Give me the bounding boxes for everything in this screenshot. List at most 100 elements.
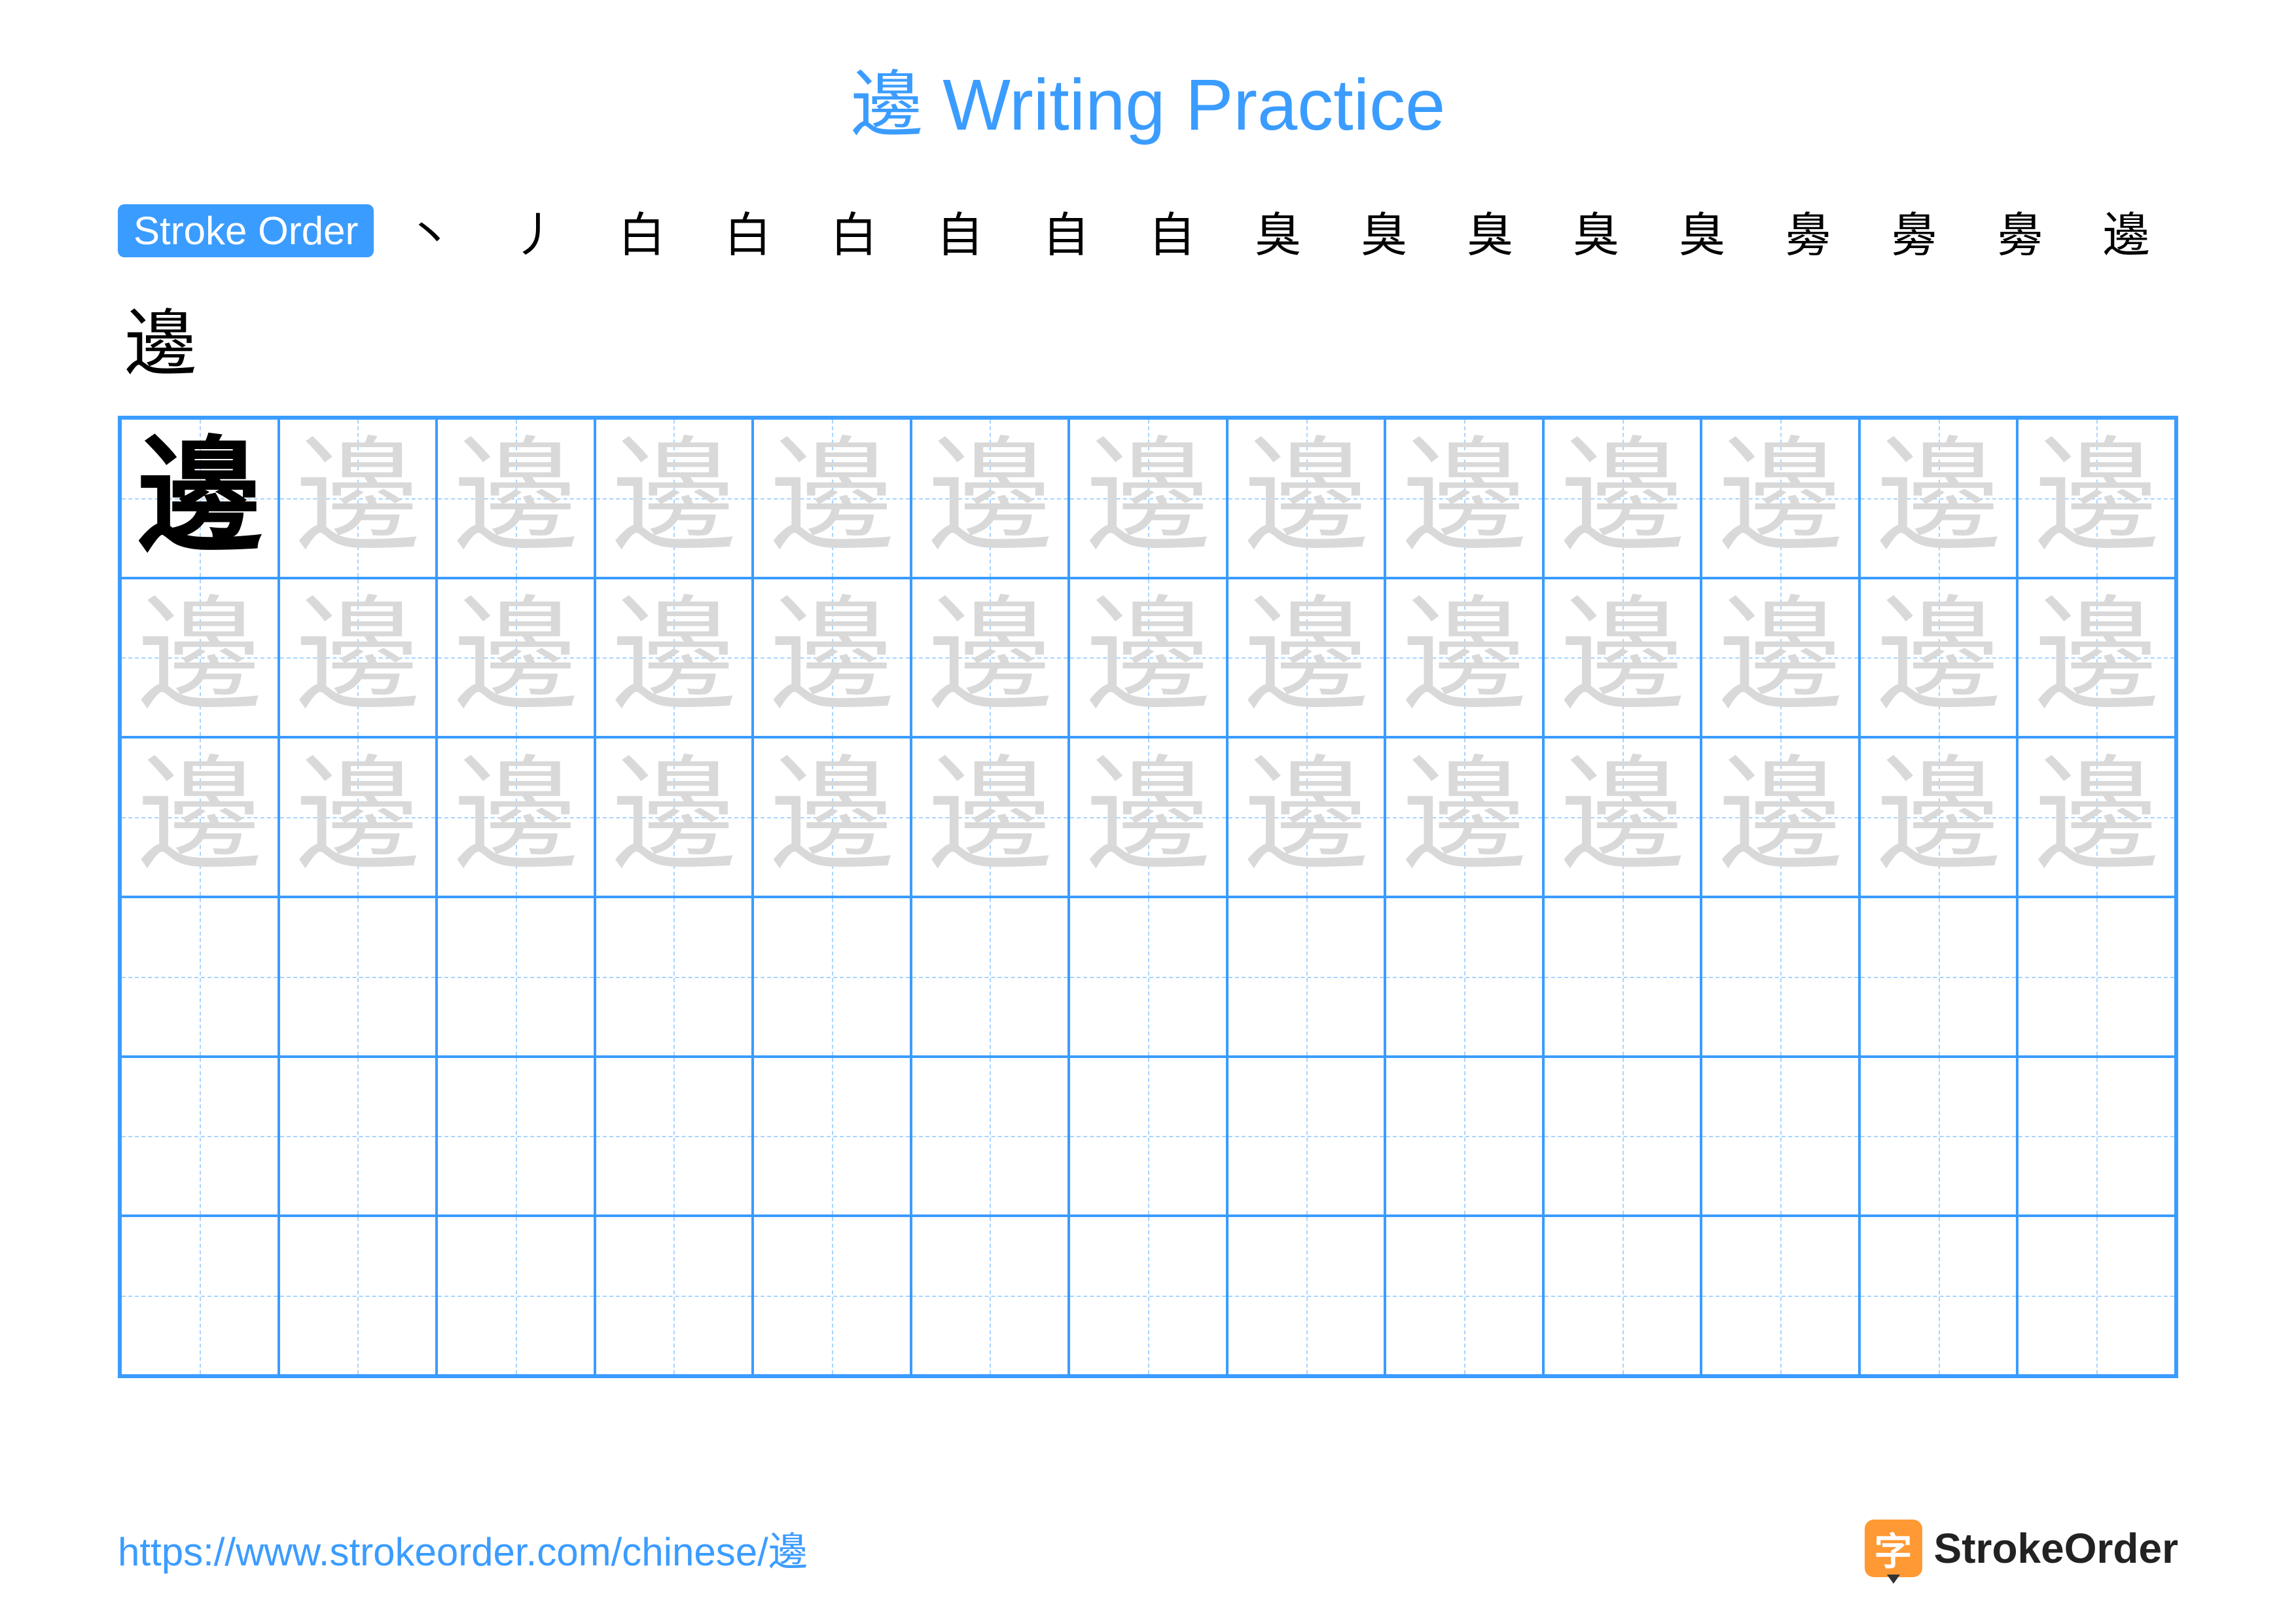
trace-character: 邊 [611, 755, 736, 879]
trace-character: 邊 [1402, 755, 1526, 879]
stroke-step: 臱 [1884, 196, 1943, 265]
grid-cell [1227, 897, 1386, 1057]
trace-character: 邊 [1876, 595, 2001, 720]
grid-cell: 邊 [1701, 578, 1859, 738]
grid-cell: 邊 [1385, 737, 1543, 897]
trace-character: 邊 [295, 755, 420, 879]
grid-cell [595, 897, 753, 1057]
grid-cell: 邊 [911, 418, 1069, 578]
practice-grid: 邊邊邊邊邊邊邊邊邊邊邊邊邊邊邊邊邊邊邊邊邊邊邊邊邊邊邊邊邊邊邊邊邊邊邊邊邊邊邊 [118, 416, 2178, 1378]
stroke-step: 白 [612, 196, 671, 265]
example-character: 邊 [137, 436, 262, 560]
grid-cell [120, 897, 279, 1057]
grid-cell [1385, 1057, 1543, 1216]
trace-character: 邊 [2034, 595, 2159, 720]
overflow-character: 邊 [124, 285, 2178, 390]
grid-cell [2017, 1057, 2176, 1216]
trace-character: 邊 [1876, 755, 2001, 879]
stroke-step: 臱 [1778, 196, 1837, 265]
grid-cell: 邊 [437, 737, 595, 897]
grid-cell [911, 1057, 1069, 1216]
grid-cell: 邊 [1543, 737, 1702, 897]
grid-cell [279, 897, 437, 1057]
grid-cell: 邊 [1227, 578, 1386, 738]
grid-cell: 邊 [437, 578, 595, 738]
grid-cell [1859, 1057, 2018, 1216]
trace-character: 邊 [1086, 755, 1210, 879]
trace-character: 邊 [927, 595, 1052, 720]
grid-cell: 邊 [1543, 578, 1702, 738]
stroke-step: 臭 [1460, 196, 1519, 265]
grid-cell: 邊 [1543, 418, 1702, 578]
grid-cell [911, 897, 1069, 1057]
grid-cell [437, 897, 595, 1057]
grid-cell [1859, 897, 2018, 1057]
grid-cell [1227, 1216, 1386, 1376]
stroke-step: 白 [718, 196, 777, 265]
grid-cell [1227, 1057, 1386, 1216]
footer: https://www.strokeorder.com/chinese/邊 字 … [118, 1520, 2178, 1577]
grid-cell: 邊 [437, 418, 595, 578]
trace-character: 邊 [1718, 436, 1842, 560]
grid-cell [1069, 897, 1227, 1057]
grid-cell [753, 897, 911, 1057]
grid-cell [1069, 1057, 1227, 1216]
grid-cell [911, 1216, 1069, 1376]
grid-cell: 邊 [279, 737, 437, 897]
grid-cell: 邊 [1069, 418, 1227, 578]
trace-character: 邊 [1718, 595, 1842, 720]
grid-cell [1701, 1057, 1859, 1216]
trace-character: 邊 [1560, 436, 1685, 560]
stroke-step: 臭 [1672, 196, 1731, 265]
trace-character: 邊 [454, 436, 578, 560]
grid-cell [120, 1216, 279, 1376]
grid-cell: 邊 [279, 418, 437, 578]
grid-cell [1701, 897, 1859, 1057]
stroke-order-row: Stroke Order 丶丿白白白自自自臭臭臭臭臭臱臱臱邊 [118, 196, 2178, 265]
grid-cell: 邊 [1385, 578, 1543, 738]
logo-text: StrokeOrder [1934, 1524, 2178, 1573]
trace-character: 邊 [1244, 755, 1369, 879]
grid-cell [2017, 1216, 2176, 1376]
grid-cell [279, 1057, 437, 1216]
grid-cell: 邊 [911, 737, 1069, 897]
grid-cell: 邊 [595, 578, 753, 738]
stroke-step: 臭 [1566, 196, 1625, 265]
trace-character: 邊 [1244, 436, 1369, 560]
trace-character: 邊 [611, 595, 736, 720]
grid-cell: 邊 [120, 737, 279, 897]
stroke-step: 丿 [506, 196, 565, 265]
stroke-step: 臭 [1248, 196, 1307, 265]
grid-cell: 邊 [753, 737, 911, 897]
grid-cell: 邊 [595, 737, 753, 897]
grid-cell: 邊 [1069, 737, 1227, 897]
grid-cell: 邊 [753, 418, 911, 578]
grid-cell: 邊 [120, 418, 279, 578]
grid-cell: 邊 [1069, 578, 1227, 738]
grid-cell: 邊 [279, 578, 437, 738]
grid-cell [1543, 1057, 1702, 1216]
trace-character: 邊 [295, 595, 420, 720]
grid-cell: 邊 [1227, 737, 1386, 897]
trace-character: 邊 [454, 595, 578, 720]
grid-cell [437, 1216, 595, 1376]
title-text: Writing Practice [942, 65, 1445, 145]
trace-character: 邊 [137, 595, 262, 720]
trace-character: 邊 [927, 755, 1052, 879]
trace-character: 邊 [1402, 436, 1526, 560]
stroke-step: 自 [930, 196, 989, 265]
trace-character: 邊 [137, 755, 262, 879]
trace-character: 邊 [2034, 755, 2159, 879]
stroke-order-badge: Stroke Order [118, 204, 374, 257]
page-title: 邊 Writing Practice [118, 46, 2178, 151]
trace-character: 邊 [927, 436, 1052, 560]
stroke-step: 丶 [400, 196, 459, 265]
grid-cell: 邊 [2017, 418, 2176, 578]
grid-cell [120, 1057, 279, 1216]
source-url[interactable]: https://www.strokeorder.com/chinese/邊 [118, 1520, 808, 1577]
stroke-step: 自 [1036, 196, 1095, 265]
grid-cell: 邊 [1385, 418, 1543, 578]
grid-cell: 邊 [911, 578, 1069, 738]
trace-character: 邊 [1560, 755, 1685, 879]
trace-character: 邊 [1244, 595, 1369, 720]
